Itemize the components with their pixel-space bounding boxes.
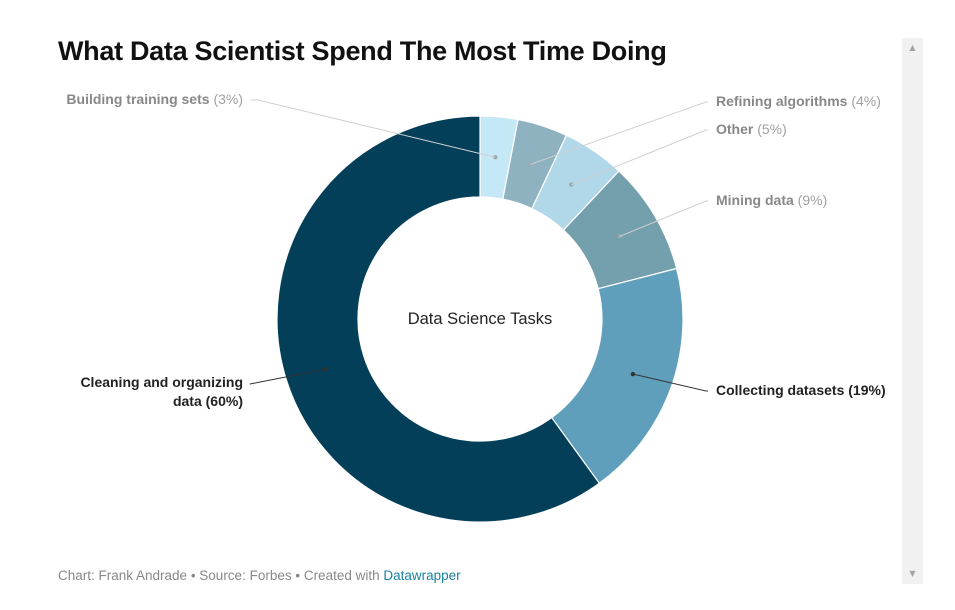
slice-label-other: Other (5%)	[716, 121, 787, 137]
leader-line	[571, 129, 708, 186]
slice-label-refining-algorithms: Refining algorithms (4%)	[716, 93, 881, 109]
leader-lines-layer	[249, 99, 708, 392]
leader-line	[632, 373, 708, 392]
chart-title: What Data Scientist Spend The Most Time …	[58, 36, 667, 66]
footer-credit: Chart: Frank Andrade • Source: Forbes • …	[58, 568, 384, 583]
chart-footer: Chart: Frank Andrade • Source: Forbes • …	[58, 568, 461, 583]
center-label: Data Science Tasks	[408, 310, 553, 328]
slice-label-building-training-sets: Building training sets (3%)	[66, 91, 243, 107]
slice-labels-layer: Building training sets (3%) Refining algo…	[66, 91, 885, 409]
slices-layer	[276, 115, 684, 523]
scroll-down-icon[interactable]: ▼	[909, 569, 916, 578]
vertical-scrollbar[interactable]: ▲ ▼	[902, 38, 923, 584]
slice-cleaning-and-organizing-data[interactable]	[276, 115, 601, 523]
leader-line	[619, 200, 708, 237]
leader-line	[249, 368, 326, 385]
slice-label-cleaning-and-organizing-data: Cleaning and organizing data (60%)	[80, 374, 243, 409]
slice-collecting-datasets[interactable]	[550, 267, 684, 485]
slice-label-collecting-datasets: Collecting datasets (19%)	[716, 382, 886, 398]
leader-line	[530, 101, 708, 165]
datawrapper-link[interactable]: Datawrapper	[383, 568, 461, 583]
scroll-up-icon[interactable]: ▲	[909, 43, 916, 52]
slice-label-mining-data: Mining data (9%)	[716, 192, 827, 208]
leader-line	[251, 99, 496, 158]
